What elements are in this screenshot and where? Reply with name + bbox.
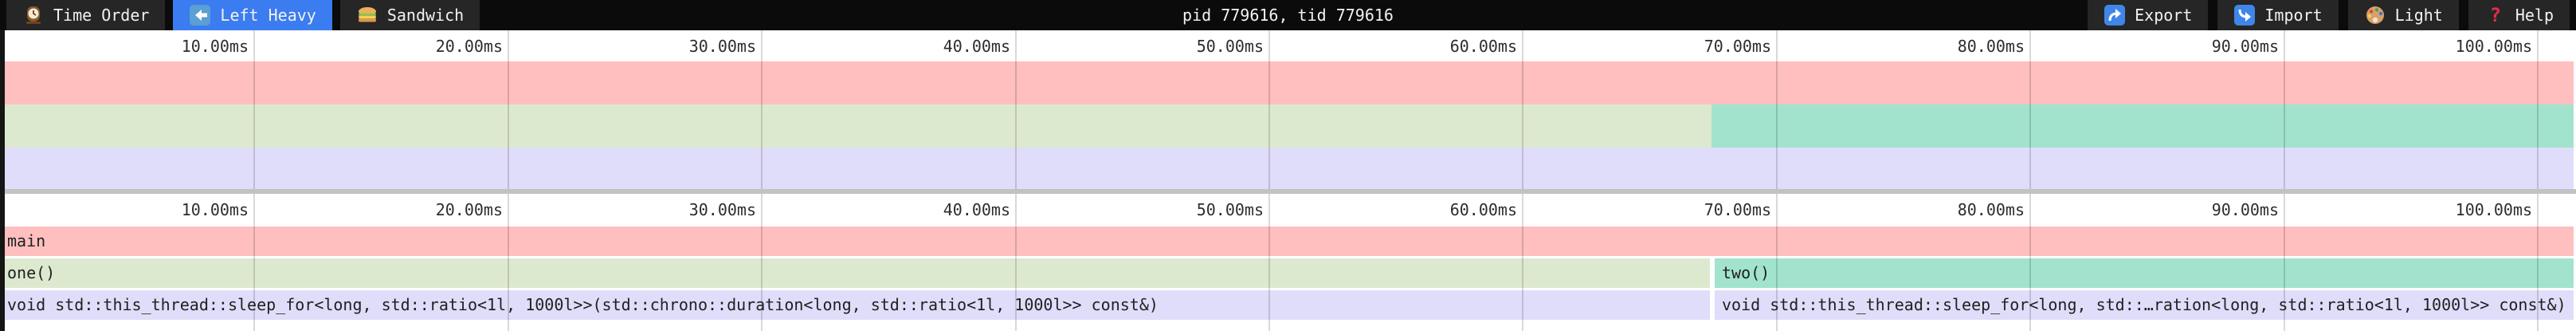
button-label: Import xyxy=(2264,6,2323,25)
export-arrow-icon xyxy=(2104,4,2126,26)
help-button[interactable]: ? Help xyxy=(2468,0,2570,30)
button-label: Export xyxy=(2135,6,2193,25)
import-arrow-icon xyxy=(2233,4,2256,26)
clock-icon xyxy=(22,4,45,26)
ruler-tick-label: 70.00ms xyxy=(1704,200,1771,219)
ruler-tick-label: 40.00ms xyxy=(943,200,1010,219)
frame-two[interactable]: two() xyxy=(1715,258,2574,288)
light-button[interactable]: Light xyxy=(2347,0,2459,30)
toolbar-actions: Export Import Light? Help xyxy=(2088,0,2570,30)
ruler-tick-label: 90.00ms xyxy=(2211,200,2279,219)
ruler-tick-label: 10.00ms xyxy=(181,200,249,219)
tab-label: Sandwich xyxy=(386,6,465,25)
frame-void-std-this-thread-sleep-for-long-std-[interactable]: void std::this_thread::sleep_for<long, s… xyxy=(1715,290,2574,320)
ruler-tick-label: 60.00ms xyxy=(1449,37,1517,56)
minimap-segment[interactable] xyxy=(0,148,2574,189)
ruler-tick-label: 20.00ms xyxy=(435,200,503,219)
ruler-tick-label: 50.00ms xyxy=(1196,200,1264,219)
minimap[interactable]: 10.00ms 20.00ms 30.00ms 40.00ms 50.00ms 60.00… xyxy=(0,30,2576,189)
flamechart-ruler: 10.00ms 20.00ms 30.00ms 40.00ms 50.00ms 60.00… xyxy=(0,194,2576,226)
ruler-tick-label: 60.00ms xyxy=(1449,200,1517,219)
toolbar: Time Order Left Heavy Sandwich Export Impor… xyxy=(0,0,2576,30)
export-button[interactable]: Export xyxy=(2088,0,2209,30)
ruler-tick-label: 20.00ms xyxy=(435,37,503,56)
flamechart[interactable]: main one() two() void std::this_thread::sle… xyxy=(0,194,2576,331)
frame-one[interactable]: one() xyxy=(0,258,1710,288)
ruler-tick-label: 30.00ms xyxy=(688,200,756,219)
frame-main[interactable]: main xyxy=(0,227,2574,256)
section-divider xyxy=(0,189,2576,194)
tab-label: Time Order xyxy=(53,6,150,25)
ruler-tick-label: 100.00ms xyxy=(2455,37,2532,56)
palette-icon xyxy=(2364,4,2386,26)
ruler-tick-label: 70.00ms xyxy=(1704,37,1771,56)
ruler-tick-label: 50.00ms xyxy=(1196,37,1264,56)
ruler-tick-label: 90.00ms xyxy=(2211,37,2279,56)
button-label: Help xyxy=(2515,6,2554,25)
minimap-segment[interactable] xyxy=(0,104,1711,148)
view-tabs: Time Order Left Heavy Sandwich xyxy=(6,0,480,30)
ruler-tick-label: 100.00ms xyxy=(2455,200,2532,219)
ruler-tick-label: 80.00ms xyxy=(1957,200,2025,219)
tab-left-heavy[interactable]: Left Heavy xyxy=(173,0,332,30)
ruler-tick-label: 10.00ms xyxy=(181,37,249,56)
ruler-tick-label: 30.00ms xyxy=(688,37,756,56)
left-arrow-icon xyxy=(189,4,211,26)
minimap-segment[interactable] xyxy=(0,61,2574,104)
tab-label: Left Heavy xyxy=(220,6,316,25)
sandwich-icon xyxy=(356,4,378,26)
minimap-segment[interactable] xyxy=(1711,104,2574,148)
import-button[interactable]: Import xyxy=(2217,0,2339,30)
tab-time-order[interactable]: Time Order xyxy=(6,0,166,30)
frame-void-std-this-thread-sleep-for-long-std-[interactable]: void std::this_thread::sleep_for<long, s… xyxy=(0,290,1710,320)
ruler-tick-label: 80.00ms xyxy=(1957,37,2025,56)
window-left-edge xyxy=(0,0,5,331)
button-label: Light xyxy=(2394,6,2443,25)
ruler-tick-label: 40.00ms xyxy=(943,37,1010,56)
minimap-ruler: 10.00ms 20.00ms 30.00ms 40.00ms 50.00ms 60.00… xyxy=(0,30,2576,62)
tab-sandwich[interactable]: Sandwich xyxy=(339,0,480,30)
help-icon: ? xyxy=(2489,4,2502,26)
